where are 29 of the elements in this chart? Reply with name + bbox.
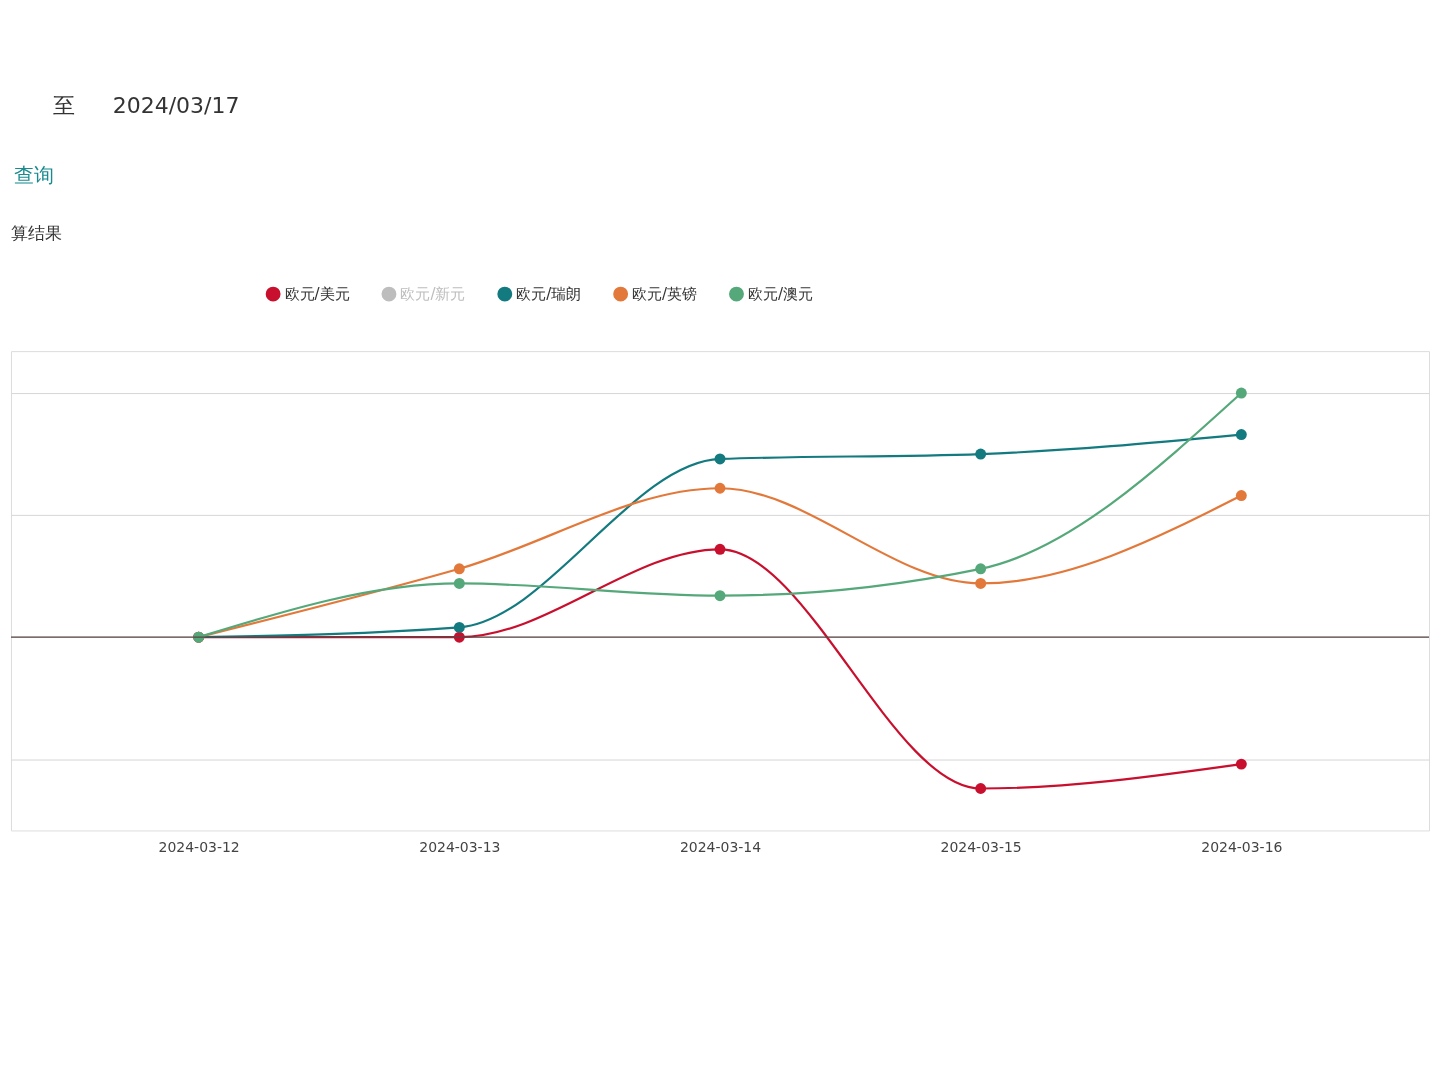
point: [975, 563, 987, 575]
point: [1235, 490, 1247, 502]
text: 算结果: [10, 223, 62, 244]
x-tick-label: 2024-03-13: [419, 838, 501, 855]
point: [714, 543, 726, 555]
x-tick-label: 2024-03-15: [940, 838, 1022, 855]
point: [1235, 387, 1247, 399]
legend-label: 欧元/英镑: [632, 285, 698, 304]
point: [714, 590, 726, 602]
x-tick-label: 2024-03-16: [1201, 838, 1283, 855]
point: [1235, 429, 1247, 441]
legend-label: 欧元/瑞朗: [516, 285, 582, 304]
legend-label: 欧元/美元: [284, 285, 350, 304]
point: [1235, 758, 1247, 770]
point: [714, 482, 726, 494]
legend-label: 欧元/新元: [400, 285, 466, 304]
point: [975, 578, 987, 589]
point: [975, 783, 987, 794]
point: [714, 453, 726, 465]
legend-label: 欧元/澳元: [747, 285, 814, 304]
text: 查询: [13, 163, 54, 188]
point: [453, 578, 465, 589]
point: [453, 563, 465, 575]
point: [453, 621, 465, 633]
x-tick-label: 2024-03-12: [158, 838, 240, 855]
point: [975, 448, 987, 460]
text: 2024/03/17: [112, 93, 240, 119]
x-tick-label: 2024-03-14: [679, 838, 762, 855]
text: 至: [52, 93, 75, 119]
